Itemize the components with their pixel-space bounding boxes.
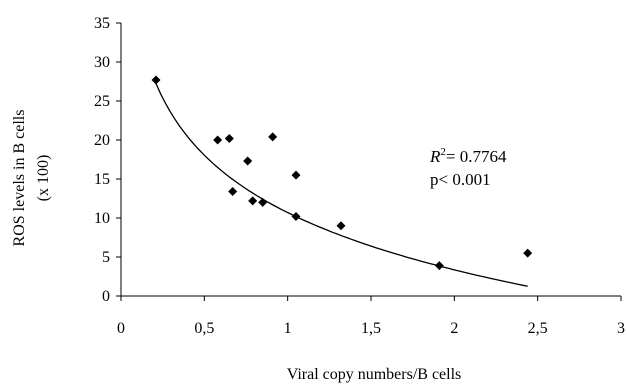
trendline-curve xyxy=(155,83,528,287)
data-point xyxy=(243,156,253,166)
data-point xyxy=(228,186,238,196)
data-point xyxy=(151,75,161,85)
y-tick-label: 0 xyxy=(102,288,110,305)
data-point xyxy=(291,211,301,221)
data-point xyxy=(336,221,346,231)
data-points xyxy=(151,75,533,271)
x-tick-label: 1,5 xyxy=(361,320,381,337)
y-axis: 0 5 10 15 20 25 30 35 xyxy=(94,15,122,305)
data-point xyxy=(258,197,268,207)
data-point xyxy=(248,196,258,206)
y-axis-title-line-1: ROS levels in B cells xyxy=(11,110,28,247)
x-tick-label: 1 xyxy=(284,320,292,337)
y-axis-title: ROS levels in B cells (x 100) xyxy=(11,110,52,247)
x-tick-label: 2,5 xyxy=(528,320,548,337)
data-point xyxy=(213,135,223,145)
y-tick-label: 5 xyxy=(102,249,110,266)
y-tick-label: 35 xyxy=(94,15,110,32)
y-tick-label: 10 xyxy=(94,210,110,227)
x-tick-label: 2 xyxy=(450,320,458,337)
data-point xyxy=(268,132,278,142)
r-squared-annotation: R2= 0.7764 xyxy=(429,146,507,166)
p-value-annotation: p< 0.001 xyxy=(430,170,491,189)
x-axis-title: Viral copy numbers/B cells xyxy=(287,366,462,383)
y-tick-label: 20 xyxy=(94,132,110,149)
y-tick-label: 30 xyxy=(94,54,110,71)
y-axis-title-line-2: (x 100) xyxy=(35,155,52,202)
data-point xyxy=(291,170,301,180)
x-axis: 0 0,5 1 1,5 2 2,5 3 xyxy=(117,295,625,337)
data-point xyxy=(523,248,533,258)
x-tick-label: 0,5 xyxy=(194,320,214,337)
y-tick-label: 15 xyxy=(94,171,110,188)
x-tick-label: 0 xyxy=(117,320,125,337)
x-tick-label: 3 xyxy=(617,320,625,337)
data-point xyxy=(434,261,444,271)
trendline xyxy=(155,83,528,287)
y-tick-label: 25 xyxy=(94,93,110,110)
data-point xyxy=(224,133,234,143)
